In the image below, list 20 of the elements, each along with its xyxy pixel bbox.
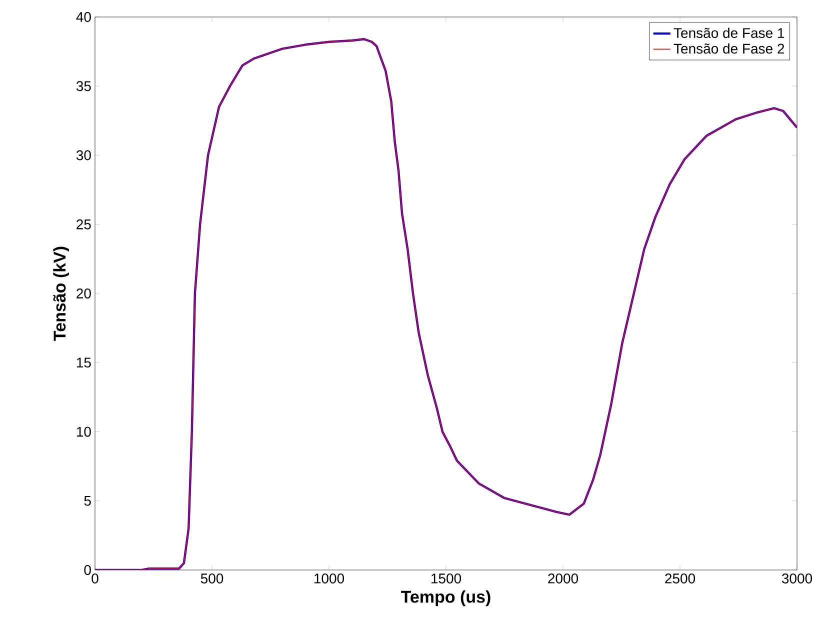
y-axis-title: Tensão (kV) <box>53 246 70 341</box>
y-tick-label: 35 <box>76 81 91 92</box>
x-tick-label: 2000 <box>548 574 578 584</box>
legend-label: Tensão de Fase 2 <box>674 43 784 54</box>
x-axis-title: Tempo (us) <box>401 590 490 606</box>
x-tick-label: 2500 <box>665 574 696 584</box>
x-tick-label: 1500 <box>432 574 462 584</box>
y-tick-label: 30 <box>76 150 91 160</box>
y-tick-label: 15 <box>76 358 91 368</box>
y-tick-label: 40 <box>76 12 91 22</box>
y-tick-label: 25 <box>76 219 91 230</box>
legend-label: Tensão de Fase 1 <box>674 28 784 38</box>
y-tick-label: 0 <box>84 565 91 575</box>
y-tick-label: 10 <box>76 426 91 437</box>
x-tick-label: 3000 <box>782 574 812 584</box>
y-tick-label: 20 <box>76 288 91 298</box>
x-tick-label: 0 <box>92 574 98 584</box>
x-tick-label: 1000 <box>314 574 344 584</box>
y-tick-label: 5 <box>84 496 91 506</box>
x-tick-label: 500 <box>200 574 224 584</box>
